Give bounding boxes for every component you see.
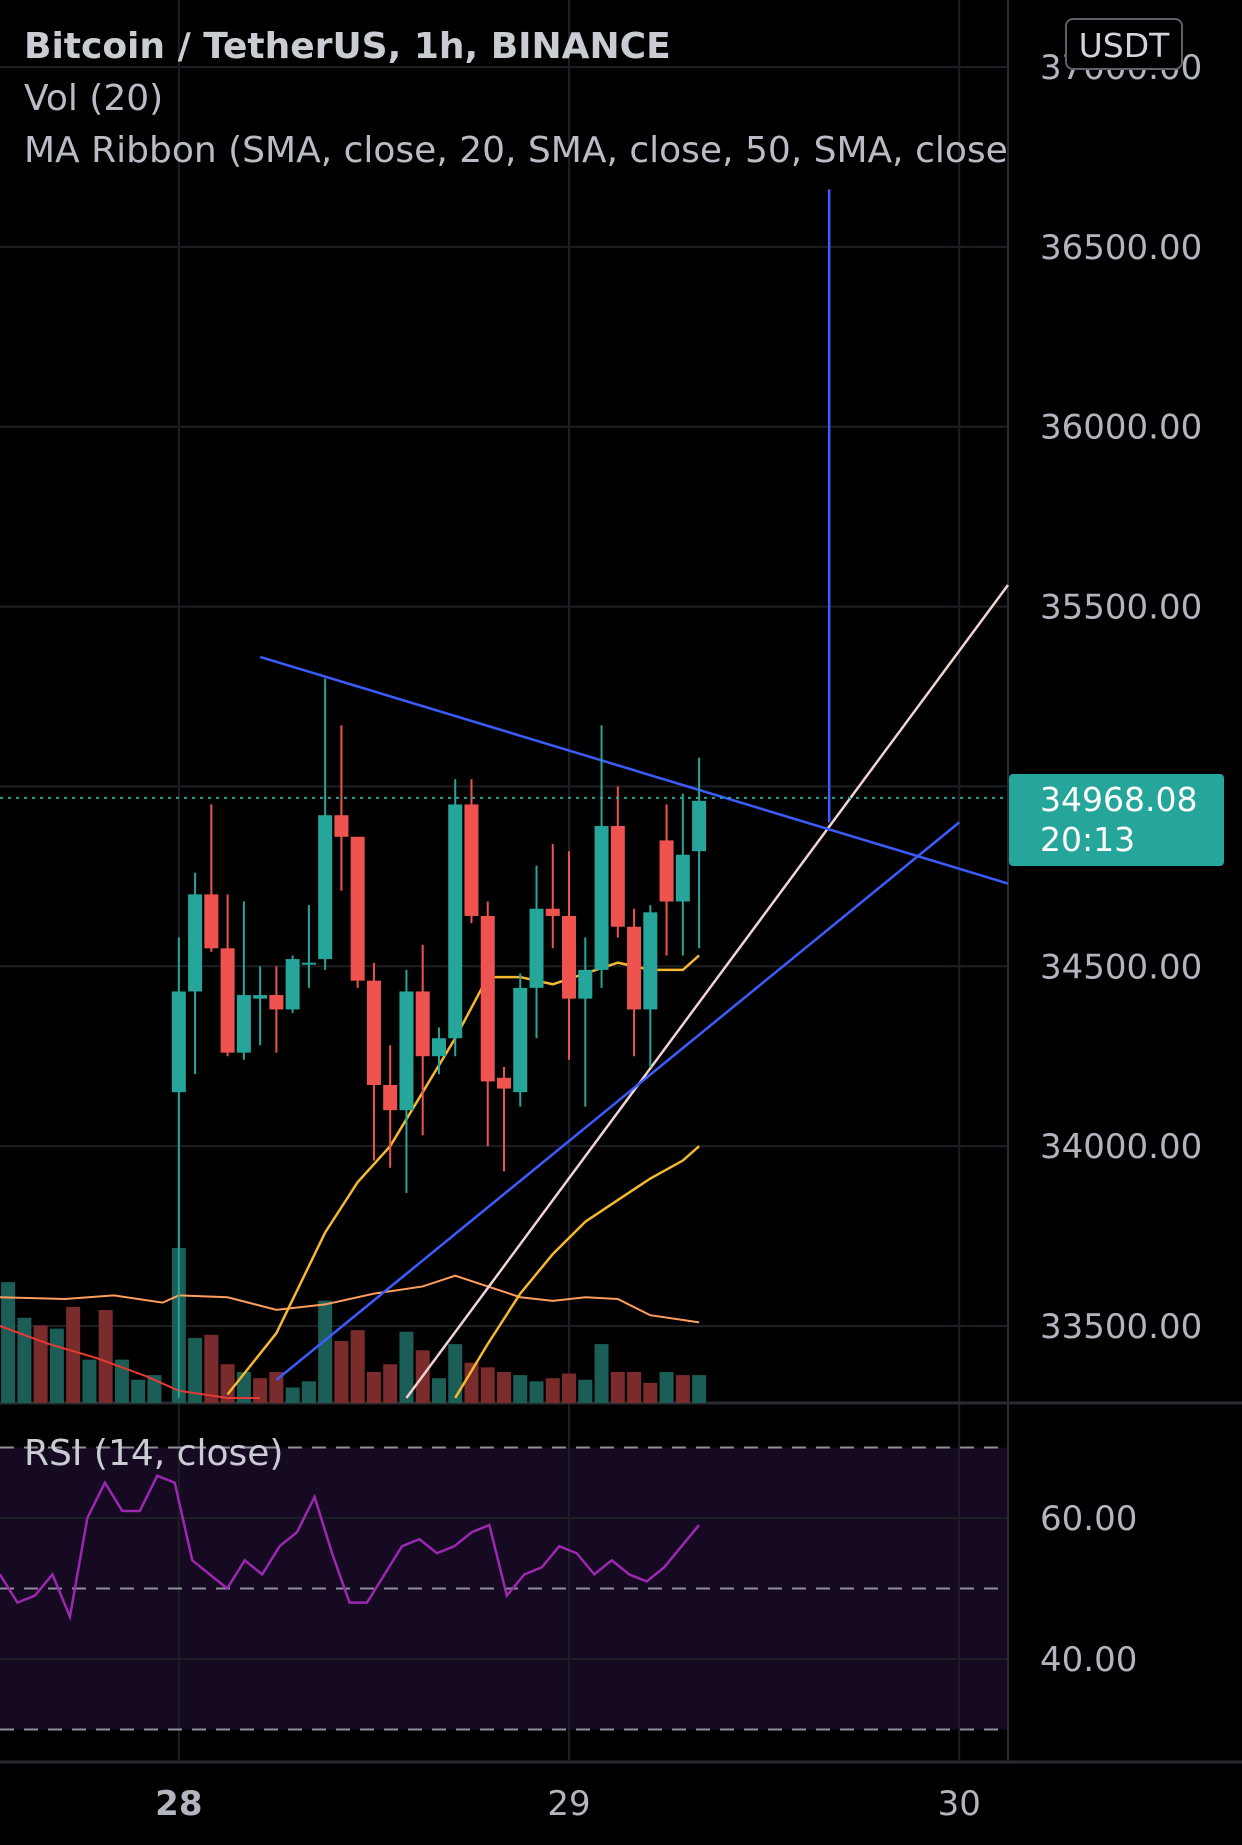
candle-body [594, 825, 609, 970]
candle-body [220, 948, 235, 1053]
descending-trendline [259, 655, 1009, 885]
time-axis-label: 30 [938, 1784, 981, 1824]
ma-ribbon-indicator-label[interactable]: MA Ribbon (SMA, close, 20, SMA, close, 5… [24, 130, 1009, 171]
ma50-line [454, 1145, 700, 1399]
candle-body [497, 1077, 511, 1089]
candle-body [171, 991, 186, 1093]
candle-body [692, 800, 707, 852]
candle-body [513, 987, 528, 1093]
volume-bar [366, 1372, 381, 1403]
volume-bar [594, 1344, 609, 1403]
candle-body [188, 894, 203, 992]
volume-bar [131, 1379, 146, 1403]
time-axis-label: 29 [547, 1784, 590, 1824]
candle-body [269, 995, 284, 1010]
volume-bar [562, 1373, 577, 1403]
time-axis-label: 28 [155, 1784, 202, 1824]
volume-bar [480, 1367, 495, 1403]
target-trendline [405, 584, 1010, 1399]
volume-bar [334, 1341, 349, 1403]
candle-body [236, 995, 251, 1053]
volume-bar [318, 1300, 333, 1403]
candle-body [480, 915, 495, 1082]
candle-body [399, 991, 414, 1111]
volume-bar [269, 1372, 284, 1403]
volume-bar [383, 1364, 398, 1403]
volume-bar [204, 1334, 219, 1403]
volume-bar [49, 1328, 64, 1403]
volume-bar [643, 1382, 658, 1403]
candle-body [659, 840, 674, 902]
volume-bar [675, 1375, 690, 1403]
currency-badge[interactable]: USDT [1065, 18, 1183, 70]
candle-body [383, 1084, 398, 1111]
volume-bar [578, 1379, 593, 1403]
volume-bar [659, 1372, 674, 1403]
price-axis-label: 35500.00 [1040, 588, 1202, 628]
volume-bar [692, 1375, 707, 1403]
symbol-title: Bitcoin / TetherUS, 1h, BINANCE [24, 26, 671, 67]
volume-bar [66, 1306, 81, 1403]
candle-body [627, 926, 642, 1010]
volume-bar [82, 1359, 97, 1403]
volume-bar [399, 1331, 414, 1403]
last-price-tag: 34968.08 20:13 [1009, 774, 1224, 866]
price-axis-label: 34500.00 [1040, 947, 1202, 987]
candle-body [204, 894, 219, 949]
candle-body [431, 1038, 446, 1057]
volume-bar [33, 1325, 48, 1403]
volume-bar [627, 1372, 642, 1403]
candle-body [350, 836, 365, 981]
candle-body [366, 980, 381, 1085]
volume-indicator-label[interactable]: Vol (20) [24, 78, 164, 119]
volume-bar [529, 1381, 544, 1403]
volume-bar [98, 1310, 113, 1403]
candle-body [448, 804, 463, 1039]
rsi-axis-label: 60.00 [1040, 1499, 1137, 1539]
volume-bar [114, 1359, 129, 1403]
volume-bar [301, 1381, 316, 1403]
volume-bar [285, 1387, 300, 1403]
volume-bar [610, 1372, 625, 1403]
volume-bar [350, 1330, 365, 1403]
candle-body [578, 969, 593, 999]
price-axis-label: 36000.00 [1040, 408, 1202, 448]
rsi-line [0, 1474, 701, 1622]
candle-body [415, 991, 430, 1057]
candle-body [610, 825, 625, 927]
candle-body [675, 854, 690, 902]
volume-bar [188, 1337, 203, 1403]
ma100-line [0, 1325, 261, 1399]
price-axis-label: 36500.00 [1040, 228, 1202, 268]
volume-bar [431, 1378, 446, 1403]
volume-bar [448, 1344, 463, 1403]
rsi-axis-label: 40.00 [1040, 1640, 1137, 1680]
last-price-value: 34968.08 [1040, 780, 1198, 819]
volume-bar [464, 1362, 479, 1403]
candle-body [643, 912, 658, 1010]
candle-body [334, 815, 349, 837]
candle-body [253, 995, 268, 999]
ascending-trendline [275, 821, 961, 1381]
volume-bar [17, 1317, 32, 1403]
candle-body [545, 908, 560, 916]
candle-countdown: 20:13 [1040, 820, 1136, 859]
candle-body [301, 962, 316, 965]
rsi-indicator-label[interactable]: RSI (14, close) [24, 1433, 284, 1474]
candle-body [285, 959, 300, 1010]
volume-bar [220, 1364, 235, 1403]
volume-ma-line [0, 1274, 700, 1324]
price-axis-label: 34000.00 [1040, 1127, 1202, 1167]
volume-bar [1, 1282, 16, 1403]
candle-body [562, 915, 577, 999]
volume-bar [253, 1378, 268, 1403]
candle-body [464, 804, 479, 916]
volume-bar [545, 1378, 560, 1403]
price-axis-label: 33500.00 [1040, 1307, 1202, 1347]
volume-bar [497, 1372, 511, 1403]
volume-bar [513, 1375, 528, 1403]
candle-body [318, 815, 333, 960]
candle-body [529, 908, 544, 988]
